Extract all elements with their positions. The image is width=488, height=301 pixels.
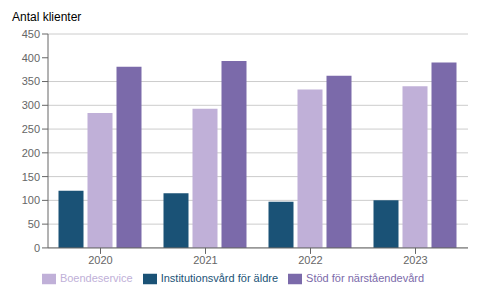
svg-text:250: 250	[22, 123, 40, 135]
svg-text:2023: 2023	[403, 254, 427, 266]
svg-text:200: 200	[22, 147, 40, 159]
svg-text:2020: 2020	[88, 254, 112, 266]
svg-text:2022: 2022	[298, 254, 322, 266]
html-text:Antal klienter: Antal klienter	[12, 10, 82, 24]
html-text:Boendeservice: Boendeservice	[59, 271, 133, 284]
svg-text:2021: 2021	[193, 254, 217, 266]
html-text:Institutionsvård för äldre: Institutionsvård för äldre	[160, 271, 279, 284]
svg-text:350: 350	[22, 75, 40, 87]
svg-text:100: 100	[22, 194, 40, 206]
svg-text:50: 50	[28, 218, 40, 230]
svg-text:300: 300	[22, 99, 40, 111]
svg-text:450: 450	[22, 28, 40, 40]
html-text:Stöd för närståendevård: Stöd för närståendevård	[306, 271, 425, 284]
svg-text:400: 400	[22, 52, 40, 64]
svg-text:0: 0	[34, 242, 40, 254]
svg-text:150: 150	[22, 171, 40, 183]
